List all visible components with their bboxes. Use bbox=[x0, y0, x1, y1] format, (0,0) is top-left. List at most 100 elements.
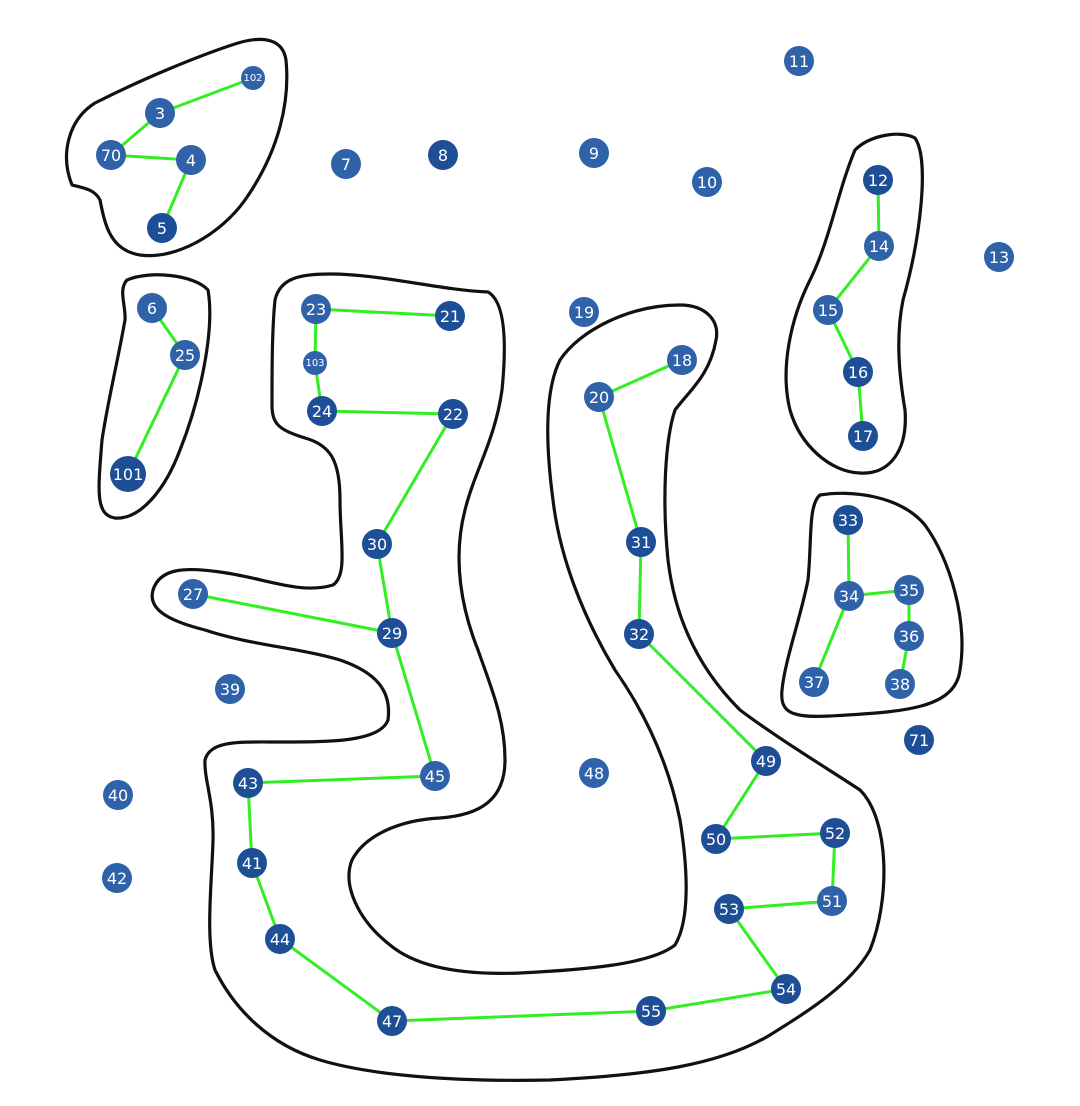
node-18: 18 bbox=[667, 345, 697, 375]
node-circle bbox=[714, 894, 744, 924]
node-label: 15 bbox=[818, 301, 838, 320]
node-circle bbox=[147, 213, 177, 243]
node-label: 32 bbox=[629, 625, 649, 644]
node-label: 8 bbox=[438, 146, 448, 165]
node-label: 22 bbox=[443, 405, 463, 424]
node-circle bbox=[813, 295, 843, 325]
node-circle bbox=[438, 399, 468, 429]
edge-24-22 bbox=[320, 409, 455, 416]
edge-45-43 bbox=[246, 774, 437, 785]
node-circle bbox=[102, 863, 132, 893]
node-32: 32 bbox=[624, 619, 654, 649]
node-circle bbox=[377, 1006, 407, 1036]
node-circle bbox=[751, 746, 781, 776]
edge-29-45 bbox=[390, 631, 437, 778]
node-label: 21 bbox=[440, 307, 460, 326]
node-7: 7 bbox=[331, 149, 361, 179]
node-circle bbox=[265, 924, 295, 954]
node-label: 11 bbox=[789, 52, 809, 71]
node-circle bbox=[863, 165, 893, 195]
node-label: 48 bbox=[584, 764, 604, 783]
node-circle bbox=[771, 974, 801, 1004]
node-label: 50 bbox=[706, 830, 726, 849]
node-circle bbox=[110, 456, 146, 492]
node-53: 53 bbox=[714, 894, 744, 924]
node-label: 43 bbox=[238, 774, 258, 793]
node-circle bbox=[984, 242, 1014, 272]
node-19: 19 bbox=[569, 297, 599, 327]
node-71: 71 bbox=[904, 725, 934, 755]
node-circle bbox=[834, 581, 864, 611]
node-label: 34 bbox=[839, 587, 859, 606]
node-38: 38 bbox=[885, 669, 915, 699]
node-circle bbox=[584, 382, 614, 412]
node-circle bbox=[435, 301, 465, 331]
node-9: 9 bbox=[579, 138, 609, 168]
node-label: 103 bbox=[305, 358, 324, 369]
node-circle bbox=[692, 167, 722, 197]
node-55: 55 bbox=[636, 996, 666, 1026]
region-outline-top-left bbox=[65, 37, 289, 258]
edge-25-101 bbox=[126, 353, 187, 476]
edge-44-47 bbox=[278, 937, 394, 1023]
node-circle bbox=[377, 618, 407, 648]
node-label: 13 bbox=[989, 248, 1009, 267]
node-circle bbox=[303, 351, 327, 375]
node-label: 52 bbox=[825, 824, 845, 843]
node-circle bbox=[799, 667, 829, 697]
node-label: 24 bbox=[312, 402, 332, 421]
node-label: 53 bbox=[719, 900, 739, 919]
region-outline-left bbox=[97, 273, 212, 520]
node-label: 51 bbox=[822, 892, 842, 911]
node-41: 41 bbox=[237, 848, 267, 878]
node-label: 5 bbox=[157, 219, 167, 238]
node-label: 41 bbox=[242, 854, 262, 873]
node-103: 103 bbox=[303, 351, 327, 375]
node-16: 16 bbox=[843, 357, 873, 387]
node-47: 47 bbox=[377, 1006, 407, 1036]
node-8: 8 bbox=[428, 140, 458, 170]
node-label: 102 bbox=[243, 73, 262, 84]
node-33: 33 bbox=[833, 505, 863, 535]
node-circle bbox=[885, 669, 915, 699]
node-label: 35 bbox=[899, 581, 919, 600]
node-circle bbox=[784, 46, 814, 76]
node-label: 20 bbox=[589, 388, 609, 407]
node-49: 49 bbox=[751, 746, 781, 776]
node-70: 70 bbox=[96, 140, 126, 170]
edge-30-29 bbox=[375, 542, 394, 635]
node-36: 36 bbox=[894, 621, 924, 651]
node-label: 19 bbox=[574, 303, 594, 322]
node-39: 39 bbox=[215, 674, 245, 704]
node-10: 10 bbox=[692, 167, 722, 197]
node-circle bbox=[667, 345, 697, 375]
node-circle bbox=[569, 297, 599, 327]
node-23: 23 bbox=[301, 294, 331, 324]
node-25: 25 bbox=[170, 340, 200, 370]
node-circle bbox=[428, 140, 458, 170]
node-17: 17 bbox=[848, 421, 878, 451]
node-24: 24 bbox=[307, 396, 337, 426]
node-circle bbox=[178, 579, 208, 609]
edge-34-37 bbox=[812, 594, 851, 684]
node-50: 50 bbox=[701, 824, 731, 854]
node-label: 25 bbox=[175, 346, 195, 365]
node-6: 6 bbox=[137, 293, 167, 323]
node-label: 17 bbox=[853, 427, 873, 446]
node-label: 30 bbox=[367, 535, 387, 554]
node-label: 49 bbox=[756, 752, 776, 771]
node-circle bbox=[301, 294, 331, 324]
node-11: 11 bbox=[784, 46, 814, 76]
node-circle bbox=[331, 149, 361, 179]
node-circle bbox=[420, 761, 450, 791]
node-12: 12 bbox=[863, 165, 893, 195]
region-outline-right-mid bbox=[780, 491, 964, 718]
node-43: 43 bbox=[233, 768, 263, 798]
edge-54-53 bbox=[727, 907, 788, 991]
node-circle bbox=[215, 674, 245, 704]
node-label: 71 bbox=[909, 731, 929, 750]
node-circle bbox=[307, 396, 337, 426]
node-label: 27 bbox=[183, 585, 203, 604]
node-circle bbox=[241, 66, 265, 90]
